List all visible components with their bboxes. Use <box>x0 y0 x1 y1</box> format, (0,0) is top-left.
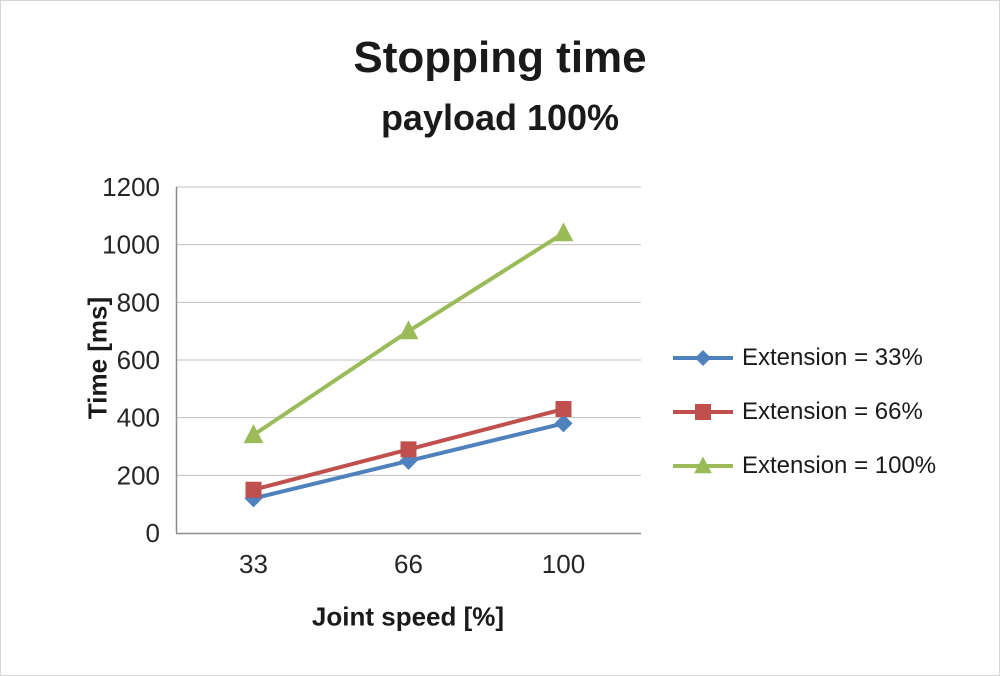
y-axis-tick-label: 1200 <box>102 172 160 202</box>
square-marker <box>400 441 417 458</box>
y-axis-title: Time [ms] <box>82 296 113 420</box>
legend-label: Extension = 66% <box>742 398 923 425</box>
x-axis-title: Joint speed [%] <box>311 601 505 632</box>
y-axis-tick-label: 800 <box>117 287 160 317</box>
triangle-marker <box>694 456 712 474</box>
x-axis-tick-label: 100 <box>542 549 585 579</box>
y-axis-tick-label: 400 <box>117 403 160 433</box>
y-axis-tick-label: 600 <box>117 345 160 375</box>
triangle-marker <box>398 320 419 340</box>
triangle-marker <box>243 424 264 444</box>
legend: Extension = 33% Extension = 66% Extension … <box>671 344 937 479</box>
chart-title: Stopping time <box>353 33 647 82</box>
y-axis-tick-label: 0 <box>146 518 160 548</box>
legend-item: Extension = 33% <box>671 344 936 371</box>
x-axis-tick-label: 33 <box>239 549 268 579</box>
chart-subtitle: payload 100% <box>380 97 620 138</box>
x-axis-tick-label: 66 <box>394 549 423 579</box>
legend-swatch <box>673 404 733 420</box>
legend-item: Extension = 66% <box>671 398 936 425</box>
triangle-marker <box>553 222 574 242</box>
legend-swatch <box>673 456 733 474</box>
y-axis-tick-label: 1000 <box>102 230 160 260</box>
diamond-marker <box>695 350 711 366</box>
square-marker <box>695 404 711 420</box>
legend-label: Extension = 33% <box>742 344 923 371</box>
legend-label: Extension = 100% <box>742 452 937 479</box>
square-marker <box>555 401 572 418</box>
legend-swatch <box>673 350 733 366</box>
diamond-marker <box>554 414 573 433</box>
y-axis-tick-label: 200 <box>117 460 160 490</box>
legend-item: Extension = 100% <box>671 452 937 479</box>
square-marker <box>245 481 262 498</box>
